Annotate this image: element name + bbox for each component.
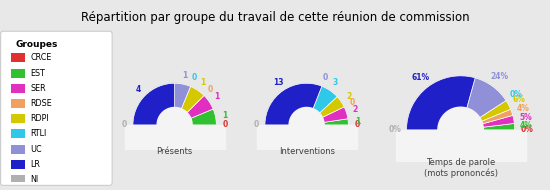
Text: 4%: 4% xyxy=(516,104,530,113)
Text: 2: 2 xyxy=(346,92,351,101)
FancyBboxPatch shape xyxy=(12,129,25,138)
Wedge shape xyxy=(265,83,322,125)
Wedge shape xyxy=(307,107,348,125)
Polygon shape xyxy=(438,107,483,130)
Text: Temps de parole
(mots prononcés): Temps de parole (mots prononcés) xyxy=(424,158,498,178)
FancyBboxPatch shape xyxy=(12,84,25,93)
FancyBboxPatch shape xyxy=(12,175,25,184)
Text: 4%: 4% xyxy=(520,121,533,131)
Text: 61%: 61% xyxy=(411,73,430,82)
Text: 1: 1 xyxy=(355,117,360,126)
Text: 2: 2 xyxy=(353,105,358,115)
Polygon shape xyxy=(446,130,476,154)
Text: 0: 0 xyxy=(253,120,258,129)
FancyBboxPatch shape xyxy=(12,99,25,108)
Wedge shape xyxy=(406,76,475,130)
Text: 3: 3 xyxy=(333,78,338,87)
Wedge shape xyxy=(461,101,510,130)
Polygon shape xyxy=(166,114,184,132)
Wedge shape xyxy=(461,109,513,130)
Text: 4: 4 xyxy=(136,85,141,93)
Polygon shape xyxy=(406,76,515,130)
Polygon shape xyxy=(257,125,356,150)
Text: Groupes: Groupes xyxy=(15,40,58,49)
Polygon shape xyxy=(133,83,216,125)
Polygon shape xyxy=(163,125,186,144)
FancyBboxPatch shape xyxy=(12,53,25,62)
Text: 1: 1 xyxy=(214,92,219,101)
Text: UC: UC xyxy=(31,145,42,154)
Wedge shape xyxy=(175,86,204,125)
Text: RDSE: RDSE xyxy=(31,99,52,108)
Polygon shape xyxy=(125,125,224,150)
Text: 0: 0 xyxy=(208,85,213,93)
Text: RTLI: RTLI xyxy=(31,129,47,138)
Text: 0%: 0% xyxy=(388,125,401,135)
Wedge shape xyxy=(133,83,175,125)
Wedge shape xyxy=(175,83,191,125)
Text: SER: SER xyxy=(31,84,46,93)
FancyBboxPatch shape xyxy=(12,69,25,78)
Text: 0: 0 xyxy=(355,120,360,129)
Wedge shape xyxy=(307,119,348,125)
FancyBboxPatch shape xyxy=(12,145,25,154)
Text: 1: 1 xyxy=(222,111,227,120)
FancyBboxPatch shape xyxy=(12,160,25,169)
FancyBboxPatch shape xyxy=(1,31,112,185)
Wedge shape xyxy=(175,109,216,125)
Text: 0: 0 xyxy=(323,73,328,82)
Text: 24%: 24% xyxy=(491,72,509,81)
Wedge shape xyxy=(307,97,344,125)
Text: 0%: 0% xyxy=(510,90,522,99)
Text: 5%: 5% xyxy=(519,112,532,122)
Text: 1: 1 xyxy=(182,71,187,80)
Text: LR: LR xyxy=(31,160,41,169)
Polygon shape xyxy=(395,130,526,162)
Text: 1: 1 xyxy=(200,78,206,87)
FancyBboxPatch shape xyxy=(12,114,25,123)
Polygon shape xyxy=(157,108,192,125)
Polygon shape xyxy=(449,115,472,139)
Text: 13: 13 xyxy=(273,78,283,87)
Text: NI: NI xyxy=(31,175,38,184)
Wedge shape xyxy=(461,124,515,130)
Text: RDPI: RDPI xyxy=(31,114,50,123)
Text: 0: 0 xyxy=(223,120,228,129)
Wedge shape xyxy=(175,96,213,125)
Text: Répartition par groupe du travail de cette réunion de commission: Répartition par groupe du travail de cet… xyxy=(81,11,469,24)
Text: 0%: 0% xyxy=(520,125,533,135)
Text: 0: 0 xyxy=(350,98,355,107)
Text: EST: EST xyxy=(31,69,46,78)
Text: Interventions: Interventions xyxy=(279,147,334,156)
Text: CRCE: CRCE xyxy=(31,53,52,62)
Wedge shape xyxy=(307,86,337,125)
Wedge shape xyxy=(461,115,514,130)
Text: Présents: Présents xyxy=(157,147,192,156)
Text: 0: 0 xyxy=(121,120,126,129)
Text: 0: 0 xyxy=(191,74,197,82)
Polygon shape xyxy=(295,125,318,144)
Polygon shape xyxy=(289,108,324,125)
Polygon shape xyxy=(265,83,348,125)
Polygon shape xyxy=(298,114,316,132)
Text: 6%: 6% xyxy=(513,95,525,104)
Wedge shape xyxy=(461,78,506,130)
